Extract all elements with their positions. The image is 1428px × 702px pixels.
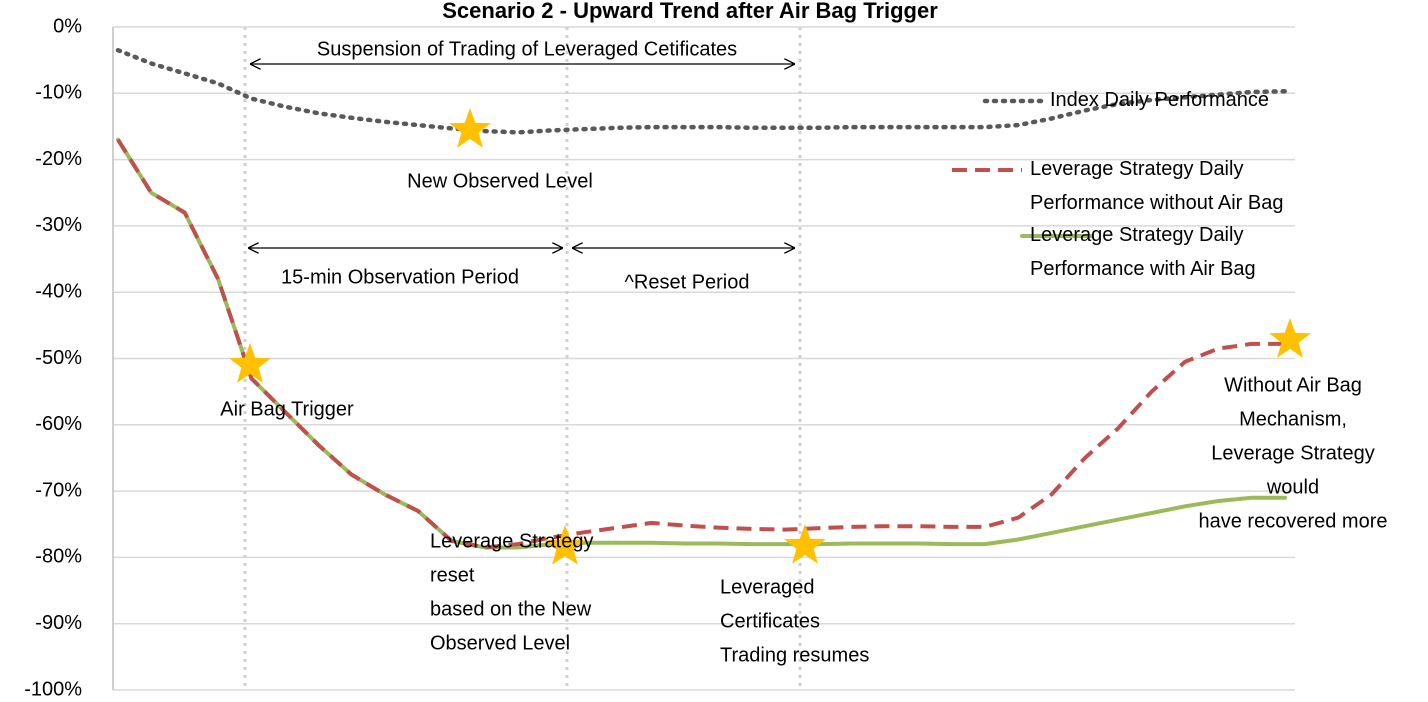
- series-line: [116, 138, 1285, 550]
- annotation: Leverage Strategy: [430, 530, 593, 552]
- annotation: Without Air Bag: [1224, 374, 1362, 396]
- annotation: Observed Level: [430, 632, 570, 654]
- annotation: 15-min Observation Period: [281, 266, 519, 288]
- star: [449, 108, 491, 148]
- y-tick-label: -80%: [35, 546, 82, 568]
- annotation: Trading resumes: [720, 644, 869, 666]
- arrows: [248, 64, 795, 248]
- annotation: Suspension of Trading of Leveraged Cetif…: [317, 38, 737, 60]
- stars: [229, 108, 1311, 565]
- y-tick-label: -90%: [35, 612, 82, 634]
- lines: [115, 47, 1288, 550]
- series-line: [115, 47, 1288, 135]
- annotation: Leveraged: [720, 576, 815, 598]
- y-tick-label: -70%: [35, 479, 82, 501]
- grid: [113, 26, 1295, 691]
- y-tick-label: -20%: [35, 148, 82, 170]
- star: [544, 525, 586, 565]
- star: [784, 524, 826, 564]
- series-line: [116, 137, 1287, 550]
- annotation: have recovered more: [1199, 510, 1388, 532]
- y-tick-label: -60%: [35, 413, 82, 435]
- annotation: would: [1266, 476, 1319, 498]
- annotation: based on the New: [430, 598, 592, 620]
- y-tick-label: -40%: [35, 280, 82, 302]
- star: [1269, 318, 1311, 358]
- y-tick-label: -10%: [35, 82, 82, 104]
- legend-label: Leverage Strategy Daily Performance witho…: [1030, 158, 1283, 214]
- annotation: Certificates: [720, 610, 820, 632]
- legend-label: Leverage Strategy Daily Performance with …: [1030, 224, 1256, 280]
- legend-label: Index Daily Performance: [1050, 89, 1269, 111]
- chart-title: Scenario 2 - Upward Trend after Air Bag …: [442, 0, 938, 23]
- annotation: Leverage Strategy: [1211, 442, 1374, 464]
- annotation: New Observed Level: [407, 170, 593, 192]
- annotation: ^Reset Period: [625, 271, 750, 293]
- y-tick-label: -100%: [24, 678, 82, 700]
- annotation: reset: [430, 564, 475, 586]
- y-tick-label: -30%: [35, 214, 82, 236]
- annotation: Air Bag Trigger: [220, 398, 354, 420]
- annotation: Mechanism,: [1239, 408, 1347, 430]
- period-lines: [243, 27, 802, 690]
- y-tick-label: 0%: [53, 15, 82, 37]
- y-tick-label: -50%: [35, 347, 82, 369]
- star: [229, 343, 271, 383]
